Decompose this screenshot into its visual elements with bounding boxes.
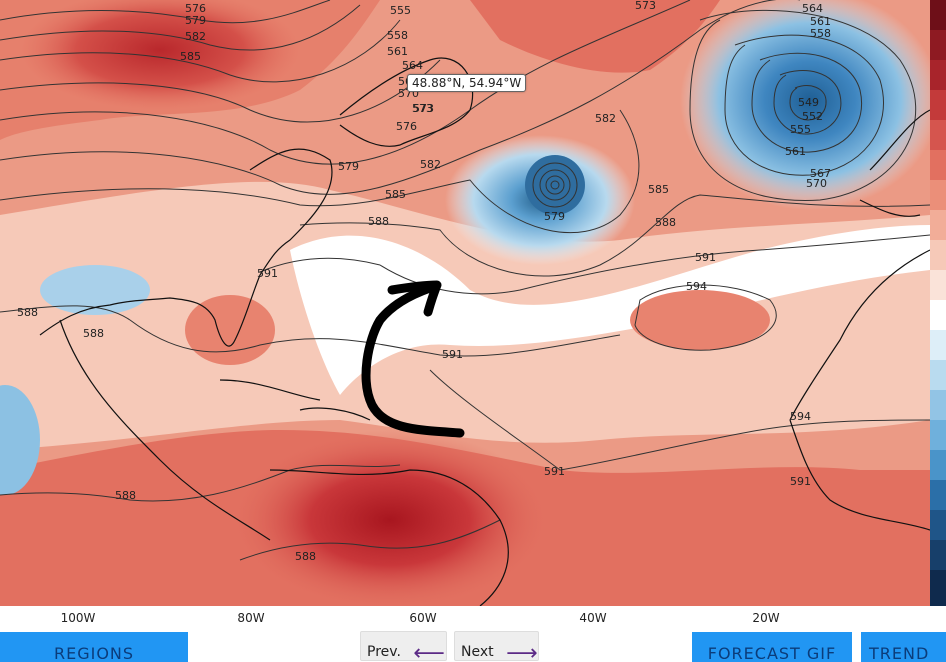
lon-label: 100W <box>60 611 96 625</box>
contour-label: 594 <box>790 410 811 423</box>
contour-label: 585 <box>648 183 669 196</box>
contour-label: 549 <box>798 96 819 109</box>
regions-label: REGIONS <box>53 644 135 662</box>
contour-label: 555 <box>390 4 411 17</box>
contour-label: 588 <box>295 550 316 563</box>
arrow-left-icon: ⟵ <box>413 641 445 661</box>
next-label: Next <box>461 644 494 660</box>
contour-label: 576 <box>185 2 206 15</box>
hand-drawn-arrow <box>361 280 465 438</box>
contour-label: 567 <box>810 167 831 180</box>
lon-label: 40W <box>579 611 607 625</box>
low-pressure-core <box>525 155 585 215</box>
geopotential-height-map[interactable]: 576 579 582 585 555 558 561 564 567 570 … <box>0 0 930 606</box>
contour-label: 588 <box>368 215 389 228</box>
trend-label: TREND <box>869 644 930 662</box>
prev-label: Prev. <box>367 644 401 660</box>
contour-label: 588 <box>83 327 104 340</box>
contour-label: 582 <box>420 158 441 171</box>
lon-label: 20W <box>752 611 780 625</box>
contour-label: 588 <box>17 306 38 319</box>
contour-label: 573 <box>413 102 434 115</box>
cool-area-pacific <box>0 385 40 495</box>
contour-label: 576 <box>396 120 417 133</box>
contour-label: 579 <box>185 14 206 27</box>
contour-label: 561 <box>387 45 408 58</box>
next-button[interactable]: Next ⟶ <box>454 631 539 661</box>
contour-label: 585 <box>385 188 406 201</box>
regions-button[interactable]: REGIONS <box>0 632 188 662</box>
contour-label: 591 <box>695 251 716 264</box>
forecast-gif-button[interactable]: FORECAST GIF <box>692 632 852 662</box>
trend-button[interactable]: TREND <box>861 632 946 662</box>
warm-core-east-atlantic <box>630 290 770 350</box>
warm-north-atlantic <box>470 0 720 73</box>
contour-label: 591 <box>790 475 811 488</box>
coordinate-readout: 48.88°N, 54.94°W <box>407 74 527 92</box>
contour-label: 552 <box>802 110 823 123</box>
height-contours <box>0 0 930 561</box>
contour-label: 588 <box>115 489 136 502</box>
contour-label: 591 <box>544 465 565 478</box>
warm-core-florida <box>185 295 275 365</box>
contour-label: 570 <box>806 177 827 190</box>
contour-label: 573 <box>635 0 656 12</box>
contour-label: 558 <box>810 27 831 40</box>
contour-label: 564 <box>802 2 823 15</box>
low-pressure-northeast <box>680 0 930 210</box>
contour-label: 561 <box>785 145 806 158</box>
contour-label: 588 <box>655 216 676 229</box>
contour-label: 591 <box>257 267 278 280</box>
contour-label: 591 <box>442 348 463 361</box>
prev-button[interactable]: Prev. ⟵ <box>360 631 447 661</box>
contour-label: 555 <box>790 123 811 136</box>
coastlines <box>39 57 930 606</box>
contour-label: 579 <box>338 160 359 173</box>
color-scale-bar <box>930 0 946 606</box>
contour-label: 573 <box>412 102 433 115</box>
contour-label: 558 <box>387 29 408 42</box>
contour-label: 582 <box>185 30 206 43</box>
lon-label: 60W <box>409 611 437 625</box>
contour-label: 564 <box>402 59 423 72</box>
contour-label: 594 <box>686 280 707 293</box>
forecast-gif-label: FORECAST GIF <box>707 644 837 662</box>
neutral-ridge-band <box>290 225 930 395</box>
lon-label: 80W <box>237 611 265 625</box>
contour-label: 585 <box>180 50 201 63</box>
arrow-right-icon: ⟶ <box>506 641 538 661</box>
contour-label: 582 <box>595 112 616 125</box>
contour-label: 579 <box>544 210 565 223</box>
contour-label: 561 <box>810 15 831 28</box>
warm-core-south-america <box>230 430 550 606</box>
